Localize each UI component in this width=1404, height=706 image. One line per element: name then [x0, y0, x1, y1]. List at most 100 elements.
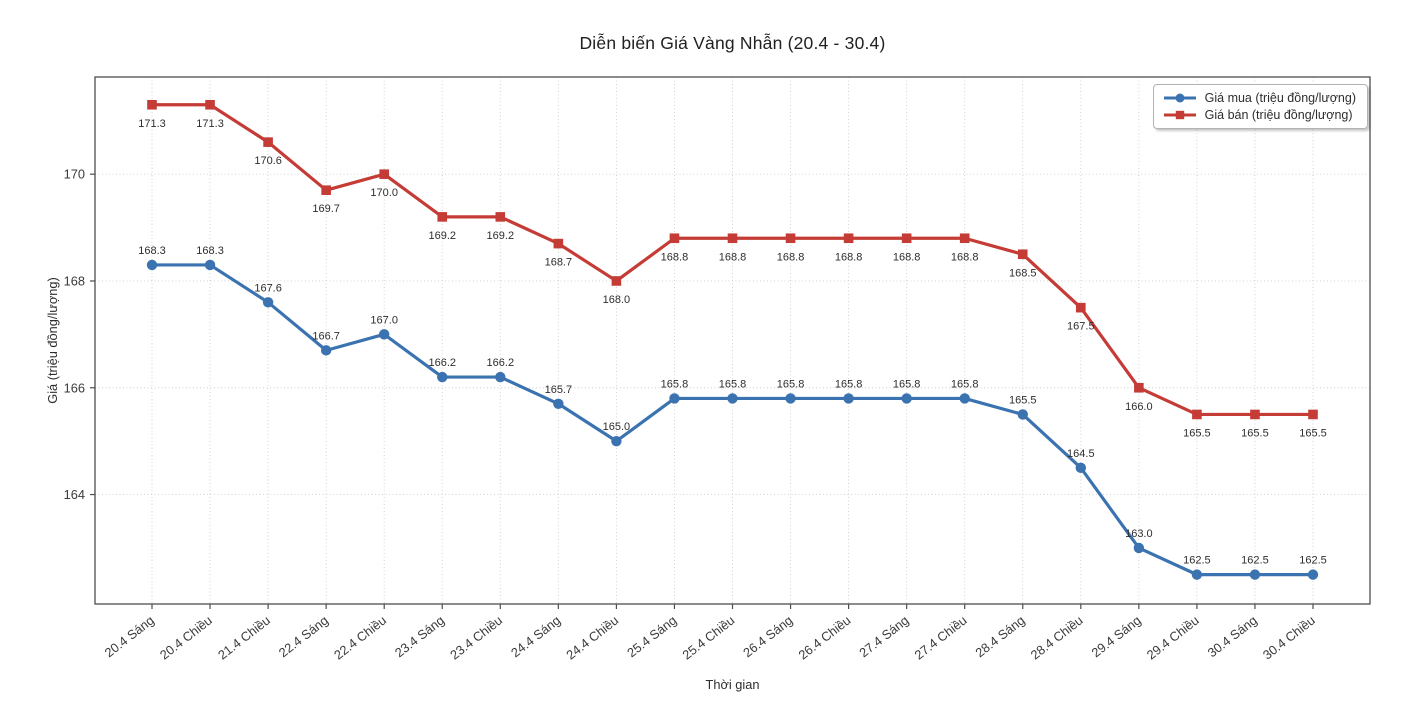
- data-label: 165.8: [777, 378, 805, 390]
- x-tick-label: 24.4 Sáng: [508, 613, 563, 661]
- data-point: [437, 212, 448, 222]
- data-label: 162.5: [1299, 555, 1327, 567]
- data-label: 162.5: [1241, 555, 1269, 567]
- data-label: 165.5: [1183, 427, 1211, 439]
- data-label: 168.3: [138, 245, 166, 257]
- data-label: 168.8: [777, 251, 805, 263]
- data-point: [321, 185, 331, 195]
- data-label: 171.3: [196, 118, 224, 130]
- x-tick-label: 20.4 Sáng: [102, 613, 157, 661]
- x-tick-label: 23.4 Sáng: [392, 613, 447, 661]
- data-label: 168.8: [661, 251, 689, 263]
- x-tick-label: 27.4 Sáng: [856, 613, 911, 661]
- data-label: 166.7: [312, 330, 340, 342]
- data-point: [263, 137, 273, 147]
- x-tick-label: 25.4 Sáng: [624, 613, 679, 661]
- data-label: 168.8: [951, 251, 979, 263]
- data-label: 170.6: [254, 155, 282, 167]
- legend-item: Giá mua (triệu đồng/lượng): [1162, 91, 1356, 105]
- legend-label: Giá bán (triệu đồng/lượng): [1204, 108, 1353, 122]
- x-tick-label: 30.4 Chiều: [1260, 613, 1318, 663]
- data-point: [147, 99, 157, 110]
- data-point: [1017, 409, 1028, 420]
- data-point: [1017, 249, 1028, 260]
- data-point: [1191, 569, 1203, 580]
- data-label: 169.7: [312, 203, 340, 215]
- data-label: 162.5: [1183, 555, 1211, 567]
- data-point: [901, 393, 912, 404]
- y-tick-label: 168: [64, 273, 85, 288]
- data-point: [669, 393, 680, 404]
- data-label: 167.6: [254, 282, 282, 294]
- data-point: [785, 393, 796, 404]
- data-label: 165.5: [1009, 394, 1037, 406]
- data-label: 164.5: [1067, 448, 1095, 460]
- x-tick-label: 28.4 Sáng: [972, 613, 1027, 661]
- data-label: 167.5: [1067, 321, 1095, 333]
- x-tick-label: 24.4 Chiều: [563, 613, 621, 663]
- data-point: [1076, 302, 1086, 313]
- data-label: 163.0: [1125, 528, 1153, 540]
- data-point: [204, 259, 216, 271]
- chart-title: Diễn biến Giá Vàng Nhẫn (20.4 - 30.4): [579, 33, 886, 53]
- legend-item: Giá bán (triệu đồng/lượng): [1162, 108, 1356, 122]
- x-axis-label: Thời gian: [706, 677, 760, 692]
- data-label: 165.7: [545, 384, 573, 396]
- data-point: [553, 398, 564, 409]
- x-tick-label: 30.4 Sáng: [1205, 613, 1260, 661]
- data-label: 168.8: [719, 251, 747, 263]
- data-label: 165.8: [893, 378, 921, 390]
- data-point: [611, 435, 622, 447]
- data-point: [959, 393, 970, 404]
- data-point: [205, 99, 215, 110]
- y-axis-label: Giá (triệu đồng/lượng): [45, 277, 60, 404]
- legend: Giá mua (triệu đồng/lượng) Giá bán (triệu…: [1152, 84, 1368, 129]
- data-point: [959, 233, 970, 244]
- x-tick-label: 26.4 Sáng: [740, 613, 795, 661]
- legend-label: Giá mua (triệu đồng/lượng): [1204, 91, 1356, 105]
- x-tick-label: 29.4 Chiều: [1144, 613, 1202, 663]
- data-label: 169.2: [428, 230, 456, 242]
- legend-line-circle-icon: [1163, 93, 1196, 103]
- data-point: [669, 233, 680, 244]
- data-point: [901, 233, 912, 244]
- data-point: [843, 393, 854, 404]
- data-point: [1192, 409, 1202, 420]
- data-point: [262, 297, 274, 308]
- data-point: [495, 371, 506, 383]
- data-label: 165.0: [603, 421, 631, 433]
- x-tick-label: 22.4 Sáng: [276, 613, 331, 661]
- data-point: [146, 259, 158, 271]
- x-tick-label: 23.4 Chiều: [447, 613, 505, 663]
- data-label: 167.0: [370, 314, 398, 326]
- data-label: 170.0: [370, 187, 398, 199]
- data-point: [727, 393, 738, 404]
- data-label: 166.0: [1125, 401, 1153, 413]
- data-point: [437, 371, 448, 383]
- data-label: 168.8: [893, 251, 921, 263]
- x-tick-label: 21.4 Chiều: [215, 613, 273, 663]
- data-point: [1133, 542, 1145, 554]
- x-tick-label: 20.4 Chiều: [157, 613, 215, 663]
- data-label: 168.7: [545, 257, 573, 269]
- data-point: [379, 329, 390, 340]
- data-point: [1249, 569, 1261, 580]
- data-point: [495, 212, 506, 222]
- legend-line-square-icon: [1163, 110, 1196, 120]
- y-tick-label: 166: [64, 380, 85, 395]
- x-tick-label: 22.4 Chiều: [331, 613, 389, 663]
- y-tick-label: 164: [64, 487, 85, 502]
- x-tick-label: 27.4 Chiều: [912, 613, 970, 663]
- data-label: 168.0: [603, 294, 631, 306]
- data-label: 169.2: [487, 230, 515, 242]
- data-label: 165.5: [1299, 427, 1327, 439]
- data-label: 168.8: [835, 251, 863, 263]
- x-tick-label: 25.4 Chiều: [679, 613, 737, 663]
- data-label: 165.5: [1241, 427, 1269, 439]
- data-label: 168.5: [1009, 267, 1037, 279]
- data-label: 165.8: [835, 378, 863, 390]
- data-point: [843, 233, 854, 244]
- x-tick-label: 28.4 Chiều: [1028, 613, 1086, 663]
- x-tick-label: 26.4 Chiều: [795, 613, 853, 663]
